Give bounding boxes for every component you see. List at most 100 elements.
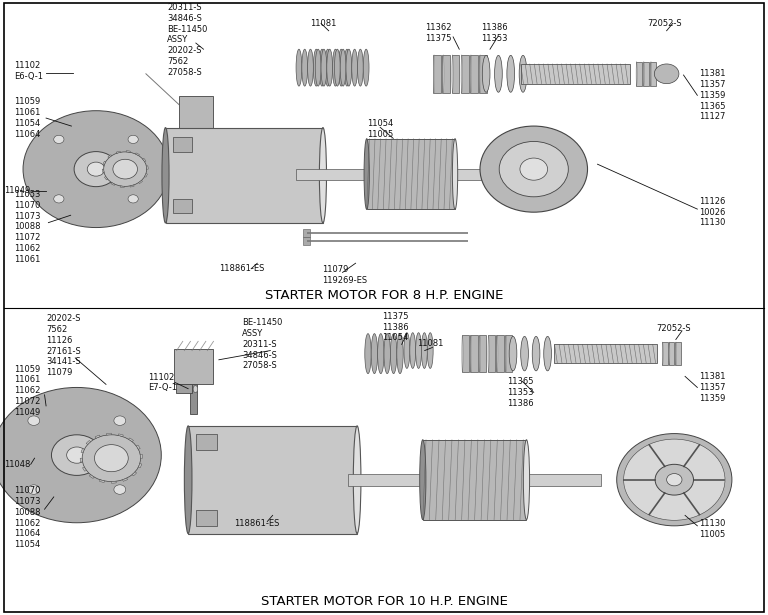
Ellipse shape (384, 333, 390, 374)
Ellipse shape (419, 440, 426, 520)
Ellipse shape (338, 49, 344, 86)
Bar (174, 137, 193, 152)
Bar (442, 55, 450, 93)
Bar (452, 55, 459, 93)
Circle shape (28, 485, 40, 494)
Polygon shape (120, 186, 124, 188)
Ellipse shape (470, 55, 472, 93)
Polygon shape (135, 153, 140, 156)
Bar (196, 510, 217, 526)
Bar (461, 55, 468, 93)
Ellipse shape (482, 55, 490, 92)
Bar (176, 384, 191, 393)
Ellipse shape (505, 335, 507, 372)
Ellipse shape (676, 342, 677, 365)
Text: 20202-S
7562
11126
27161-S
34141-S
11079: 20202-S 7562 11126 27161-S 34141-S 11079 (46, 314, 81, 377)
Ellipse shape (497, 335, 498, 372)
Polygon shape (103, 161, 106, 165)
Polygon shape (147, 166, 148, 169)
Ellipse shape (427, 333, 433, 368)
Circle shape (54, 195, 64, 203)
Ellipse shape (327, 49, 333, 86)
Text: 11130
11005: 11130 11005 (699, 519, 725, 539)
Ellipse shape (519, 55, 527, 92)
Ellipse shape (479, 335, 481, 372)
Text: 11102
E7-Q-1: 11102 E7-Q-1 (148, 373, 177, 392)
Circle shape (617, 434, 732, 526)
Ellipse shape (340, 49, 346, 86)
Polygon shape (102, 169, 104, 172)
Ellipse shape (397, 333, 403, 374)
Text: 11059
11061
11054
11064: 11059 11061 11054 11064 (14, 97, 40, 139)
Circle shape (624, 439, 725, 520)
Ellipse shape (353, 426, 361, 533)
Text: 11081: 11081 (310, 19, 336, 28)
Circle shape (480, 126, 588, 212)
Bar (479, 55, 487, 93)
Ellipse shape (452, 55, 453, 93)
Bar (196, 434, 217, 450)
Polygon shape (141, 454, 143, 458)
Circle shape (499, 141, 568, 197)
Ellipse shape (184, 426, 192, 533)
Circle shape (54, 135, 64, 143)
Circle shape (128, 135, 138, 143)
Bar (643, 62, 649, 86)
Ellipse shape (365, 333, 371, 374)
Ellipse shape (422, 333, 427, 368)
Circle shape (655, 464, 694, 495)
Bar (296, 169, 526, 180)
Text: 11102
E6-Q-1: 11102 E6-Q-1 (14, 61, 43, 81)
Ellipse shape (461, 55, 462, 93)
Bar (433, 55, 441, 93)
Polygon shape (136, 445, 141, 449)
Text: 11053
11070
11073
10088
11072
11062
11061: 11053 11070 11073 10088 11072 11062 1106… (14, 190, 41, 264)
Ellipse shape (452, 139, 458, 209)
Circle shape (51, 435, 102, 475)
Ellipse shape (346, 49, 352, 86)
Ellipse shape (321, 49, 327, 86)
Ellipse shape (521, 336, 528, 371)
Bar (367, 139, 455, 209)
Polygon shape (144, 173, 147, 177)
Ellipse shape (313, 49, 319, 86)
Bar (636, 62, 642, 86)
Ellipse shape (194, 386, 198, 392)
Bar (496, 335, 504, 372)
Text: 11126
10026
11130: 11126 10026 11130 (699, 197, 725, 228)
Circle shape (113, 159, 137, 179)
Bar (662, 342, 667, 365)
Ellipse shape (319, 128, 326, 223)
Ellipse shape (495, 55, 502, 92)
Ellipse shape (471, 335, 472, 372)
Bar (554, 344, 657, 363)
Bar (462, 335, 469, 372)
Ellipse shape (523, 440, 530, 520)
Ellipse shape (162, 128, 169, 223)
Ellipse shape (344, 49, 350, 86)
Text: 118861-ES: 118861-ES (234, 520, 280, 528)
Ellipse shape (296, 49, 302, 86)
Bar (650, 62, 657, 86)
Bar (190, 384, 197, 413)
Circle shape (88, 162, 104, 176)
Text: 20311-S
34846-S
BE-11450
ASSY
20202-S
7562
27058-S: 20311-S 34846-S BE-11450 ASSY 20202-S 75… (167, 3, 208, 77)
Text: 11381
11357
11359: 11381 11357 11359 (699, 372, 726, 403)
Polygon shape (89, 475, 94, 478)
Text: 11386
11353: 11386 11353 (481, 23, 508, 43)
Bar (348, 474, 601, 486)
Polygon shape (107, 433, 111, 435)
Polygon shape (111, 482, 116, 483)
Polygon shape (81, 448, 84, 453)
Bar (479, 335, 486, 372)
Text: 118861-ES: 118861-ES (219, 264, 264, 273)
Text: 11059
11061
11062
11072
11049: 11059 11061 11062 11072 11049 (14, 365, 40, 416)
Ellipse shape (479, 55, 481, 93)
Polygon shape (143, 158, 146, 162)
Ellipse shape (358, 49, 363, 86)
Bar (174, 199, 193, 213)
Circle shape (667, 474, 682, 486)
Text: 11048: 11048 (4, 460, 30, 469)
Polygon shape (108, 155, 112, 158)
Text: 11362
11375: 11362 11375 (425, 23, 452, 43)
